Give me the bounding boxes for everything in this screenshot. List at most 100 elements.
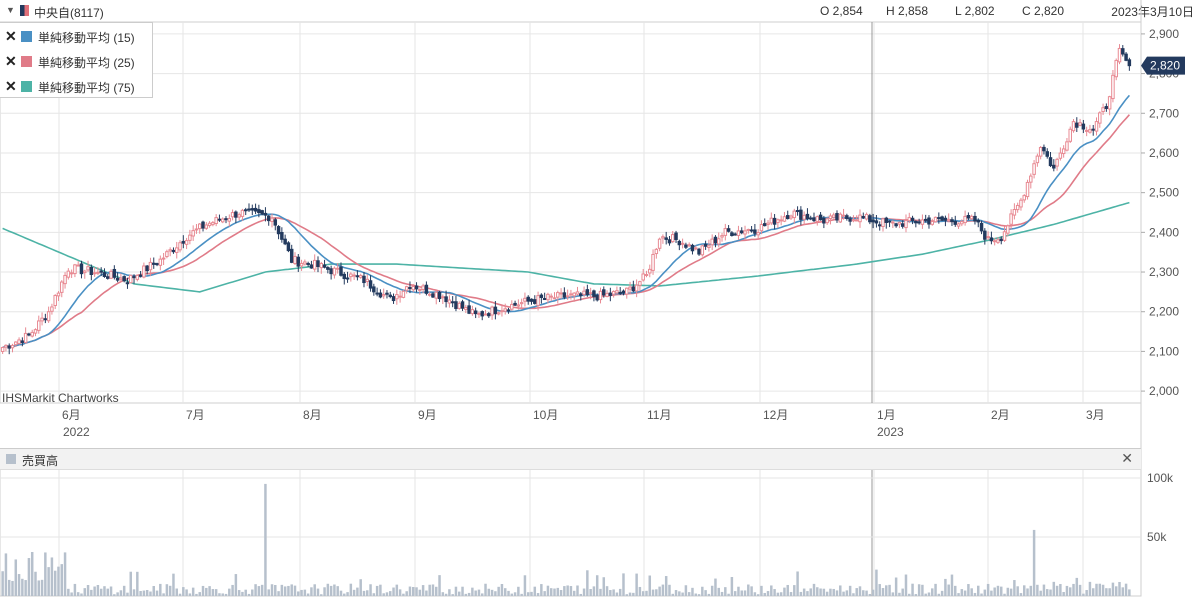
volume-bar (372, 593, 376, 596)
remove-ma75-icon[interactable]: ✕ (5, 78, 17, 94)
volume-bar (178, 593, 182, 596)
candle-body (519, 302, 524, 305)
candle-body (953, 221, 958, 225)
volume-bar (14, 559, 18, 596)
volume-bar (188, 593, 192, 596)
candle-body (851, 219, 856, 222)
price-tick-label: 2,500 (1149, 186, 1179, 200)
volume-bar (80, 593, 83, 596)
volume-bar (185, 589, 188, 596)
candle-body (10, 344, 15, 349)
volume-bar (57, 566, 60, 596)
volume-bar (1045, 589, 1049, 596)
candle-body (96, 271, 100, 274)
dropdown-caret-icon[interactable]: ▼ (6, 5, 15, 15)
candle-body (739, 230, 744, 234)
candle-body (460, 301, 465, 309)
candle-body (395, 294, 399, 300)
candle-body (592, 290, 596, 297)
volume-bar (415, 587, 418, 596)
volume-bar (1111, 582, 1115, 596)
volume-bar (136, 571, 139, 596)
candle-body (756, 232, 760, 236)
volume-bar (267, 589, 270, 596)
candle-body (303, 261, 307, 265)
volume-bar (313, 584, 316, 596)
indicator-legend: ✕ 単純移動平均 (15) ✕ 単純移動平均 (25) ✕ 単純移動平均 (75… (0, 22, 153, 98)
volume-bar (576, 585, 579, 596)
volume-bar (710, 585, 714, 596)
candle-body (1104, 106, 1109, 110)
volume-bar (553, 588, 556, 596)
remove-ma15-icon[interactable]: ✕ (5, 28, 17, 44)
volume-bar (329, 585, 333, 596)
volume-bar (802, 588, 806, 596)
volume-bar (1055, 585, 1059, 596)
volume-bar (1013, 580, 1016, 596)
volume-bar (980, 593, 983, 596)
candle-body (615, 290, 619, 294)
volume-bar (658, 586, 661, 596)
volume-bar (885, 585, 888, 596)
volume-bar (704, 590, 707, 596)
candle-body (362, 275, 366, 284)
symbol-label[interactable]: 中央自(8117) (34, 6, 104, 20)
volume-bar (326, 583, 330, 596)
candle-body (1075, 122, 1079, 128)
candle-body (1055, 158, 1059, 167)
volume-bar (1124, 583, 1128, 596)
volume-bar (582, 588, 586, 596)
candle-body (1022, 195, 1026, 201)
candle-body (174, 247, 179, 253)
candle-body (342, 273, 347, 280)
candle-body (983, 230, 987, 240)
volume-bar (1052, 581, 1056, 596)
candle-body (296, 256, 301, 267)
volume-bar (24, 580, 27, 596)
candle-body (1084, 129, 1089, 132)
volume-bar (306, 593, 310, 596)
candle-body (1065, 141, 1069, 151)
volume-bar (1065, 585, 1069, 596)
volume-bar (1026, 588, 1029, 596)
volume-bar (520, 593, 523, 596)
volume-bar (47, 567, 50, 596)
volume-bar (425, 590, 428, 596)
open-value: O 2,854 (820, 4, 863, 18)
volume-bar (960, 589, 964, 596)
volume-bar (343, 593, 346, 596)
candle-body (996, 239, 1000, 243)
volume-bar (241, 591, 244, 596)
candle-body (1107, 96, 1112, 110)
volume-bar (934, 583, 937, 596)
remove-ma25-icon[interactable]: ✕ (5, 53, 17, 69)
candle-body (881, 218, 885, 227)
volume-bar (783, 587, 786, 596)
volume-bar (924, 593, 927, 596)
volume-bar (366, 590, 369, 596)
candle-body (785, 215, 790, 220)
volume-bar (773, 589, 776, 596)
volume-bar (477, 589, 481, 596)
volume-bar (1075, 577, 1079, 596)
month-label: 9月 (418, 408, 437, 422)
candle-body (986, 236, 990, 239)
volume-bar (543, 591, 546, 596)
volume-bar (487, 588, 491, 596)
year-label-2023: 2023 (877, 425, 904, 439)
volume-bar (737, 586, 740, 596)
candle-body (188, 234, 192, 241)
candle-body (119, 277, 123, 280)
candle-body (4, 344, 8, 348)
candle-body (122, 276, 126, 282)
close-volume-icon[interactable]: ✕ (1121, 450, 1133, 466)
candle-body (858, 214, 862, 223)
candle-body (799, 209, 803, 220)
candle-body (831, 214, 836, 218)
candle-body (385, 292, 389, 295)
volume-bar (812, 583, 816, 596)
volume-bar (599, 588, 602, 596)
candle-body (582, 290, 586, 295)
volume-bar (852, 593, 855, 596)
